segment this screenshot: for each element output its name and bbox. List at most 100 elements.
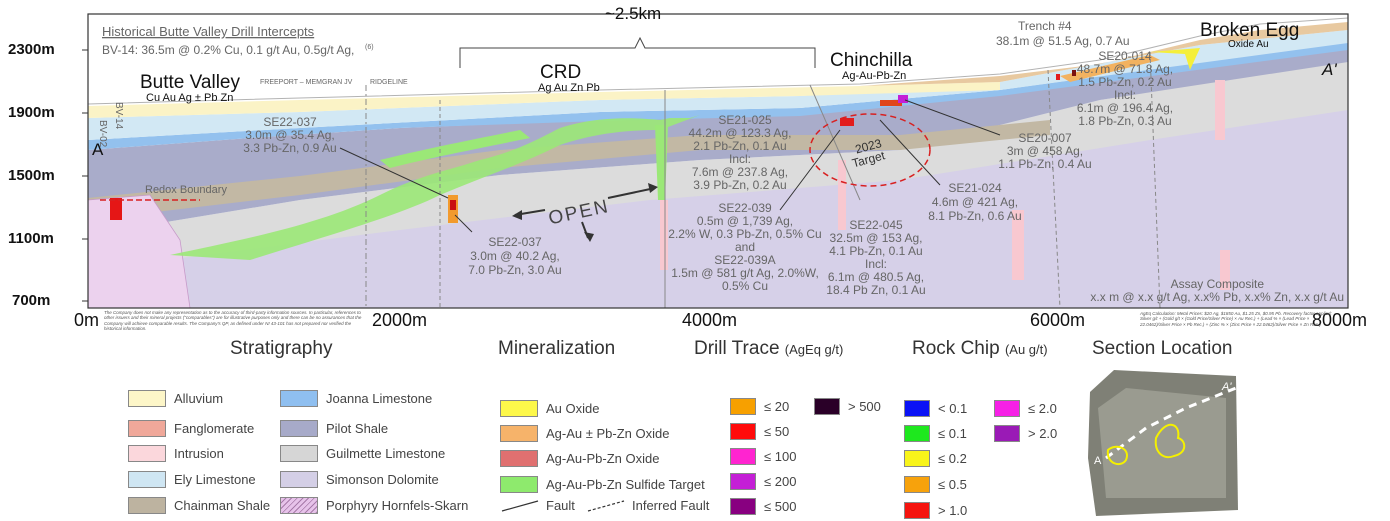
rock-item: < 0.1 [904,400,967,417]
drill-item: ≤ 100 [730,448,796,465]
svg-text:SE22-039: SE22-039 [718,201,772,215]
loc-label-a: A [1094,455,1102,467]
calc-note: AgEq Calculation: Metal Prices: $20 Ag, … [1140,311,1332,327]
hist-sup: (6) [365,44,374,51]
legend-drill-unit: (AgEq g/t) [784,342,844,357]
legend-fault-label: Fault [546,498,575,513]
label-chinchilla: Chinchilla [830,50,913,71]
legend-drill-title-text: Drill Trace [694,338,780,359]
rock-label: ≤ 0.5 [938,477,967,492]
min-label: Au Oxide [546,401,600,416]
drill-swatch [814,398,840,415]
xtick-6000: 6000m [1030,310,1085,330]
label-broken-sub: Oxide Au [1228,39,1269,50]
scale-bracket [459,36,816,68]
layer-alluvium [88,82,1000,118]
strat-swatch [128,497,166,514]
strat-label: Guilmette Limestone [326,446,446,461]
rock-label: < 0.1 [938,401,968,416]
label-butte-sub: Cu Au Ag ± Pb Zn [146,92,233,104]
svg-text:SE21-025: SE21-025 [718,113,772,127]
svg-text:3.9 Pb-Zn, 0.2 Au: 3.9 Pb-Zn, 0.2 Au [693,178,786,192]
rock-swatch [994,425,1020,442]
svg-text:4.6m @ 421 Ag,: 4.6m @ 421 Ag, [932,195,1018,209]
svg-text:32.5m @ 153 Ag,: 32.5m @ 153 Ag, [830,231,923,245]
svg-text:0.5m @ 1,739 Ag,: 0.5m @ 1,739 Ag, [697,214,793,228]
strat-swatch [128,390,166,407]
strat-item: Chainman Shale [128,497,270,514]
xtick-2000: 2000m [372,310,427,330]
strat-label: Pilot Shale [326,421,389,436]
min-item: Ag-Au-Pb-Zn Sulfide Target [500,476,705,493]
drill-label: > 500 [848,399,881,414]
label-butte-valley: Butte Valley [140,72,240,93]
strat-label: Alluvium [174,391,224,406]
drill-item: ≤ 500 [730,498,796,515]
stratigraphy-layers [87,14,1349,309]
svg-text:SE22-037: SE22-037 [488,235,542,249]
svg-text:Incl:: Incl: [1114,88,1136,102]
strat-label: Fanglomerate [174,421,255,436]
annot-se22-039: SE22-039 0.5m @ 1,739 Ag, 2.2% W, 0.3 Pb… [668,129,841,293]
assay-title: Assay Composite [1171,277,1265,291]
strat-swatch [280,390,318,407]
strat-swatch [280,420,318,437]
svg-text:1.5m @ 581 g/t Ag, 2.0%W,: 1.5m @ 581 g/t Ag, 2.0%W, [671,266,819,280]
strat-item: Pilot Shale [280,420,388,437]
hist-title: Historical Butte Valley Drill Intercepts [102,24,315,39]
annot-se22-037b: SE22-037 3.0m @ 40.2 Ag, 7.0 Pb-Zn, 3.0 … [454,214,562,277]
strat-swatch [280,497,318,514]
rock-label: > 1.0 [938,503,968,518]
rock-item: ≤ 2.0 [994,400,1057,417]
strat-item: Alluvium [128,390,223,407]
ytick-2300: 2300m [8,41,55,58]
label-target-2023: 2023 [854,136,884,157]
drill-label: ≤ 50 [764,424,790,439]
strat-label: Intrusion [174,446,224,461]
strat-swatch [128,420,166,437]
svg-text:and: and [735,240,755,254]
strat-item: Intrusion [128,445,224,462]
annot-se22-037a: SE22-037 3.0m @ 35.4 Ag, 3.3 Pb-Zn, 0.9 … [243,115,449,199]
drill-swatch [730,473,756,490]
strat-label: Joanna Limestone [326,391,433,406]
svg-text:7.6m @ 237.8 Ag,: 7.6m @ 237.8 Ag, [692,165,788,179]
hist-detail: BV-14: 36.5m @ 0.2% Cu, 0.1 g/t Au, 0.5g… [102,43,354,57]
section-location-map: A A' [1088,370,1238,516]
rock-item: > 1.0 [904,502,967,519]
svg-text:44.2m @ 123.3 Ag,: 44.2m @ 123.3 Ag, [689,126,792,140]
drill-item: ≤ 200 [730,473,796,490]
label-crd-sub: Ag Au Zn Pb [538,82,600,94]
label-trench-detail: 38.1m @ 51.5 Ag, 0.7 Au [996,34,1130,48]
scale-label: ~2.5km [605,4,661,23]
strat-item: Joanna Limestone [280,390,432,407]
drill-swatch [730,498,756,515]
layer-guilmette [88,60,1348,270]
drill-annotations: SE22-037 3.0m @ 35.4 Ag, 3.3 Pb-Zn, 0.9 … [243,49,1173,297]
svg-text:3m @ 458 Ag,: 3m @ 458 Ag, [1007,144,1083,158]
annot-se20-014: SE20-014 48.7m @ 71.8 Ag, 1.5 Pb-Zn, 0.2… [1077,49,1173,128]
label-bv14: BV-14 [113,102,124,130]
rock-label: ≤ 0.1 [938,426,967,441]
annot-se21-025: SE21-025 44.2m @ 123.3 Ag, 2.1 Pb-Zn, 0.… [689,113,792,192]
svg-text:7.0 Pb-Zn, 3.0 Au: 7.0 Pb-Zn, 3.0 Au [468,263,561,277]
label-chinchilla-sub: Ag-Au-Pb-Zn [842,70,906,82]
au-oxide [1150,48,1200,70]
min-label: Ag-Au ± Pb-Zn Oxide [546,426,670,441]
svg-text:8.1 Pb-Zn, 0.6 Au: 8.1 Pb-Zn, 0.6 Au [928,209,1021,223]
strat-swatch [128,471,166,488]
svg-text:SE20-007: SE20-007 [1018,131,1072,145]
strat-label: Simonson Dolomite [326,472,439,487]
rock-label: ≤ 0.2 [938,451,967,466]
svg-text:3.0m @ 35.4 Ag,: 3.0m @ 35.4 Ag, [245,128,335,142]
drill-label: ≤ 200 [764,474,797,489]
drill-bv14 [110,198,122,220]
rock-item: > 2.0 [994,425,1057,442]
svg-text:Incl:: Incl: [729,152,751,166]
rock-item: ≤ 0.1 [904,425,967,442]
ytick-1900: 1900m [8,104,55,121]
drill-label: ≤ 500 [764,499,797,514]
topography [87,17,1349,105]
drill-item: ≤ 50 [730,423,789,440]
drill-swatch [730,448,756,465]
